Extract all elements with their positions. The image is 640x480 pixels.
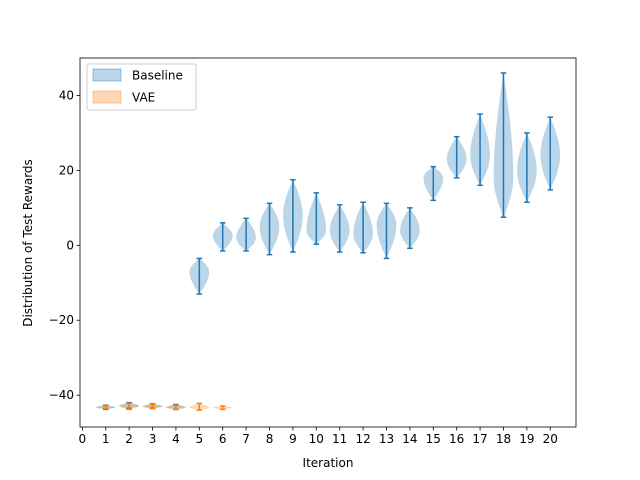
y-tick-label: 20 <box>59 163 74 177</box>
violin-baseline-12 <box>353 201 373 254</box>
x-tick-label: 20 <box>543 432 558 446</box>
x-axis: 0 1 2 3 4 5 6 7 8 9 10 11 12 13 14 15 16 17 18 19 20 <box>79 427 558 446</box>
x-tick-label: 3 <box>149 432 157 446</box>
x-tick-label: 11 <box>332 432 347 446</box>
x-tick-label: 15 <box>426 432 441 446</box>
x-tick-label: 1 <box>102 432 110 446</box>
violin-baseline-8 <box>259 202 280 256</box>
y-axis: −40 −20 0 20 40 <box>49 88 80 402</box>
x-tick-label: 0 <box>79 432 87 446</box>
x-tick-label: 16 <box>449 432 464 446</box>
violin-baseline-14 <box>400 207 420 250</box>
violin-baseline-19 <box>517 132 537 203</box>
violin-baseline-9 <box>283 179 303 253</box>
y-axis-label: Distribution of Test Rewards <box>21 159 35 327</box>
legend-swatch-vae <box>92 90 122 104</box>
violin-baseline-17 <box>470 113 490 187</box>
violin-baseline-20 <box>540 116 561 191</box>
violin-baseline-6 <box>212 222 233 252</box>
legend-label-vae: VAE <box>132 91 155 105</box>
plot-violins <box>95 72 561 411</box>
x-tick-label: 14 <box>402 432 417 446</box>
x-tick-label: 7 <box>242 432 250 446</box>
legend-frame <box>86 63 197 111</box>
violin-vae-2 <box>119 402 139 411</box>
legend-label-baseline: Baseline <box>132 69 183 83</box>
plot-frame <box>79 57 577 428</box>
x-tick-label: 2 <box>125 432 133 446</box>
x-tick-label: 12 <box>355 432 370 446</box>
violin-baseline-16 <box>446 135 467 179</box>
violin-baseline-10 <box>306 192 327 245</box>
violin-vae-3 <box>142 403 163 410</box>
x-tick-label: 8 <box>266 432 274 446</box>
y-tick-label: −20 <box>49 313 74 327</box>
violin-vae-6 <box>212 405 233 411</box>
violin-baseline-11 <box>329 204 350 253</box>
violin-vae-1 <box>95 405 116 410</box>
x-tick-label: 17 <box>472 432 487 446</box>
x-tick-label: 10 <box>309 432 324 446</box>
violin-baseline-13 <box>376 202 397 260</box>
violin-baseline-5 <box>189 257 210 295</box>
legend: Baseline VAE <box>86 63 197 111</box>
violin-baseline-7 <box>236 217 256 252</box>
x-tick-label: 4 <box>172 432 180 446</box>
x-tick-label: 18 <box>496 432 511 446</box>
x-tick-label: 5 <box>196 432 204 446</box>
y-tick-label: 0 <box>66 238 74 252</box>
violin-baseline-15 <box>423 165 444 202</box>
violin-vae-4 <box>166 404 186 411</box>
violin-baseline-18 <box>493 72 514 218</box>
y-tick-label: −40 <box>49 388 74 402</box>
legend-swatch-baseline <box>92 68 122 82</box>
x-axis-label: Iteration <box>303 456 354 470</box>
x-tick-label: 13 <box>379 432 394 446</box>
violin-vae-5 <box>189 402 210 411</box>
y-tick-label: 40 <box>59 88 74 102</box>
x-tick-label: 6 <box>219 432 227 446</box>
x-tick-label: 9 <box>289 432 297 446</box>
x-tick-label: 19 <box>519 432 534 446</box>
